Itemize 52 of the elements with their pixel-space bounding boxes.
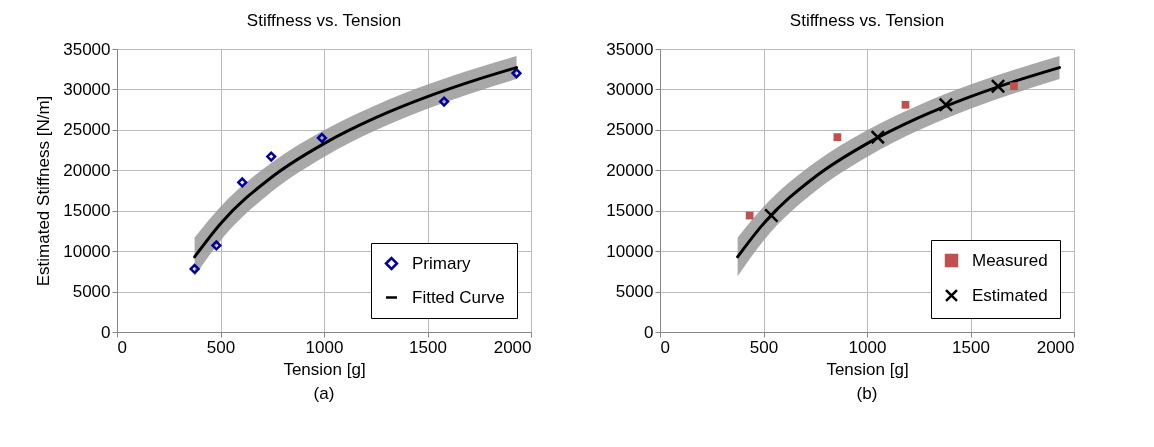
y-tick-label: 5000 bbox=[615, 282, 654, 302]
point bbox=[266, 151, 277, 162]
point bbox=[938, 97, 954, 113]
legend-label: Primary bbox=[412, 253, 472, 273]
y-tick-label: 15000 bbox=[606, 201, 654, 221]
point bbox=[237, 177, 248, 188]
x-tick-label: 1000 bbox=[305, 337, 344, 357]
y-tick-label: 10000 bbox=[63, 241, 111, 261]
legend-label: Estimated bbox=[972, 285, 1048, 305]
text: (b) bbox=[856, 384, 878, 403]
y-tick-label: 20000 bbox=[63, 160, 111, 180]
y-tick-label: 15000 bbox=[63, 201, 111, 221]
x-tick-label: 0 bbox=[660, 337, 670, 357]
x-axis-title: Tension [g] bbox=[283, 359, 366, 379]
legend-label: Measured bbox=[972, 250, 1048, 270]
y-tick-label: 35000 bbox=[606, 39, 654, 59]
y-axis-title: Estimated Stiffness [N/m] bbox=[34, 95, 54, 287]
y-tick-label: 0 bbox=[101, 322, 111, 342]
x-tick-label: 500 bbox=[206, 337, 236, 357]
point bbox=[870, 129, 886, 145]
chart-title: Stiffness vs. Tension bbox=[246, 11, 402, 30]
point bbox=[990, 78, 1006, 94]
chart-title: Stiffness vs. Tension bbox=[789, 11, 945, 30]
point bbox=[438, 96, 450, 107]
x-tick-label: 1500 bbox=[409, 337, 447, 357]
y-tick-label: 20000 bbox=[606, 160, 654, 180]
y-tick-label: 35000 bbox=[63, 39, 111, 59]
legend-label: Fitted Curve bbox=[412, 287, 505, 307]
point bbox=[211, 240, 222, 251]
y-tick-label: 30000 bbox=[63, 79, 111, 99]
y-tick-label: 30000 bbox=[606, 79, 654, 99]
x-axis-title: Tension [g] bbox=[826, 359, 909, 379]
point bbox=[511, 68, 522, 79]
point bbox=[901, 100, 910, 109]
y-tick-label: 5000 bbox=[72, 282, 111, 302]
x-tick-label: 2000 bbox=[1036, 337, 1075, 357]
y-tick-label: 25000 bbox=[63, 120, 111, 140]
x-tick-label: 2000 bbox=[493, 337, 532, 357]
point bbox=[745, 211, 754, 220]
x-tick-label: 500 bbox=[749, 337, 779, 357]
x-tick-label: 1500 bbox=[952, 337, 990, 357]
point bbox=[316, 132, 328, 144]
point bbox=[1010, 82, 1018, 91]
text: (a) bbox=[313, 384, 335, 403]
point bbox=[189, 263, 200, 275]
point bbox=[833, 133, 842, 142]
y-tick-label: 25000 bbox=[606, 120, 654, 140]
x-tick-label: 1000 bbox=[848, 337, 887, 357]
x-tick-label: 0 bbox=[117, 337, 127, 357]
y-tick-label: 0 bbox=[644, 322, 654, 342]
point bbox=[763, 208, 779, 223]
y-tick-label: 10000 bbox=[606, 241, 654, 261]
